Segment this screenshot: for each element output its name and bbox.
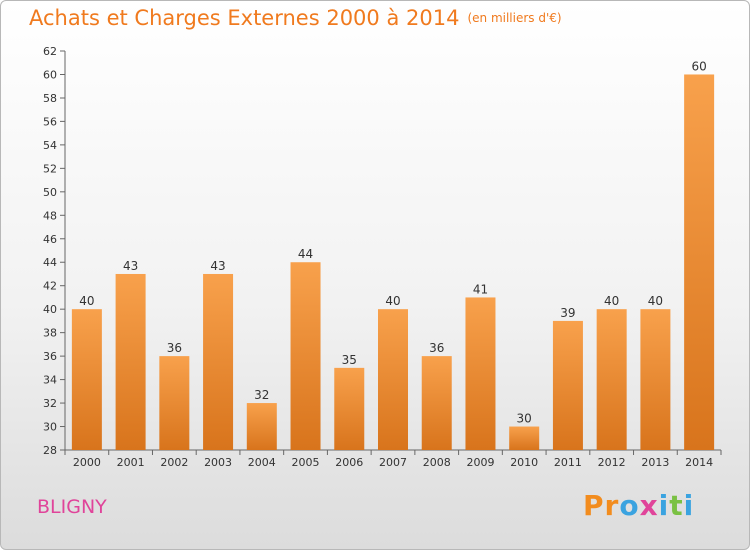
y-tick-label: 52 [43,162,57,175]
value-label-2006: 35 [342,353,357,367]
value-label-2008: 36 [429,341,444,355]
value-label-2003: 43 [210,259,225,273]
x-tick-label: 2014 [685,456,713,469]
value-label-2001: 43 [123,259,138,273]
bar-2012 [596,309,627,450]
x-tick-label: 2004 [248,456,276,469]
logo-letter: r [604,489,620,522]
bar-2002 [159,356,190,450]
x-tick-label: 2011 [554,456,582,469]
bar-2013 [640,309,671,450]
y-tick-label: 62 [43,45,57,58]
y-tick-label: 44 [43,256,57,269]
y-tick-label: 32 [43,397,57,410]
value-label-2013: 40 [648,294,663,308]
y-tick-label: 60 [43,68,57,81]
bar-2011 [552,320,583,450]
value-label-2012: 40 [604,294,619,308]
bar-2000 [71,309,102,450]
value-labels: 40 43 36 43 32 44 35 40 36 41 30 39 40 40 60 [79,59,707,425]
y-tick-label: 58 [43,92,57,105]
bar-2010 [509,426,540,450]
x-tick-label: 2009 [466,456,494,469]
y-tick-label: 30 [43,421,57,434]
bar-2007 [378,309,408,450]
logo-letter: o [619,489,640,522]
y-tick-label: 28 [43,444,57,457]
bar-2008 [421,356,452,450]
x-tick-label: 2013 [641,456,669,469]
x-tick-label: 2003 [204,456,232,469]
value-label-2007: 40 [385,294,400,308]
bar-2005 [290,262,321,450]
value-label-2000: 40 [79,294,94,308]
value-label-2011: 39 [560,306,575,320]
value-label-2010: 30 [517,412,532,426]
bar-2006 [334,367,365,450]
y-tick-label: 54 [43,139,57,152]
x-tick-label: 2002 [160,456,188,469]
town-name: BLIGNY [37,496,107,518]
bar-2001 [115,273,146,450]
logo-letter: P [583,489,605,522]
bars [71,74,715,451]
chart-title: Achats et Charges Externes 2000 à 2014 (e… [29,6,562,30]
value-label-2004: 32 [254,388,269,402]
x-tick-label: 2010 [510,456,538,469]
proxiti-logo: Proxiti [583,489,694,522]
bar-2003 [203,273,234,450]
chart-unit: (en milliers d'€) [467,11,562,25]
value-label-2009: 41 [473,282,488,296]
logo-letter: t [669,489,684,522]
x-tick-label: 2012 [598,456,626,469]
y-tick-label: 48 [43,209,57,222]
y-tick-label: 36 [43,350,57,363]
axes: 28 30 32 34 36 38 40 42 44 46 48 50 52 54 56 58 60 62 2000… [43,45,722,469]
x-tick-label: 2006 [335,456,363,469]
y-tick-label: 50 [43,186,57,199]
chart-title-text: Achats et Charges Externes 2000 à 2014 [29,6,460,30]
y-tick-label: 40 [43,303,57,316]
bar-2004 [246,403,277,450]
value-label-2002: 36 [167,341,182,355]
y-tick-label: 42 [43,280,57,293]
x-tick-label: 2007 [379,456,407,469]
x-tick-label: 2001 [117,456,145,469]
logo-letter: i [683,489,695,522]
y-tick-label: 38 [43,327,57,340]
x-tick-label: 2005 [292,456,320,469]
y-tick-label: 34 [43,374,57,387]
value-label-2005: 44 [298,247,313,261]
value-label-2014: 60 [691,59,706,73]
x-tick-label: 2000 [73,456,101,469]
bar-2014 [684,74,715,451]
x-tick-label: 2008 [423,456,451,469]
logo-letter: x [639,489,659,522]
y-tick-label: 46 [43,233,57,246]
y-tick-label: 56 [43,115,57,128]
logo-letter: i [658,489,670,522]
bar-2009 [465,297,496,450]
